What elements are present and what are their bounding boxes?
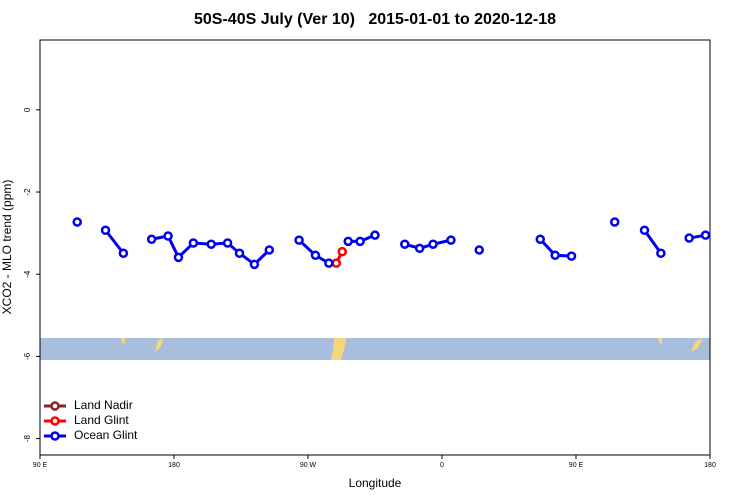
point [118,248,129,259]
point [684,233,694,243]
y-tick-label: -6 [23,352,32,360]
point [188,238,199,248]
plot-frame [39,39,711,456]
point [639,225,650,235]
point [310,250,321,261]
point [535,234,546,245]
point [446,235,456,245]
point [474,245,484,255]
legend-marker [50,416,60,426]
point [566,251,577,261]
x-tick-label: 90 E [569,462,584,469]
point [370,230,380,240]
point [222,238,233,248]
point [428,239,438,249]
point [324,258,334,268]
point [264,245,275,255]
point [550,250,560,261]
point [234,248,245,259]
x-tick-label: 180 [704,462,716,469]
point [414,243,425,254]
x-axis-label: Longitude [349,476,402,490]
point [173,252,184,263]
x-tick-label: 180 [168,462,180,469]
x-tick-label: 90 E [33,462,48,469]
point [609,217,620,227]
series-line [404,238,452,250]
point [294,235,304,245]
y-tick-label: -2 [23,188,32,196]
map-strip [40,338,710,360]
point [100,225,111,235]
y-tick-label: -8 [23,434,32,442]
legend-label: Land Glint [74,413,129,427]
point [700,230,711,240]
point [146,234,157,245]
point [72,217,82,227]
series-line [104,229,125,255]
legend-label: Land Nadir [74,398,133,412]
legend-marker [50,401,60,411]
point [331,258,342,268]
point [249,259,260,270]
point [163,231,173,241]
y-tick-label: -4 [23,270,32,278]
y-axis-label: XCO2 - MLO trend (ppm) [0,180,14,315]
chart-title: 50S-40S July (Ver 10) 2015-01-01 to 2020… [194,11,556,28]
legend-label: Ocean Glint [74,428,138,442]
point [206,239,216,249]
point [343,236,353,247]
x-tick-label: 90 W [300,462,317,469]
legend-marker [50,431,60,441]
x-tick-label: 0 [440,462,444,469]
y-tick-label: 0 [23,107,32,112]
point [355,236,365,247]
point [400,239,410,249]
point [337,246,347,257]
point [656,248,666,259]
